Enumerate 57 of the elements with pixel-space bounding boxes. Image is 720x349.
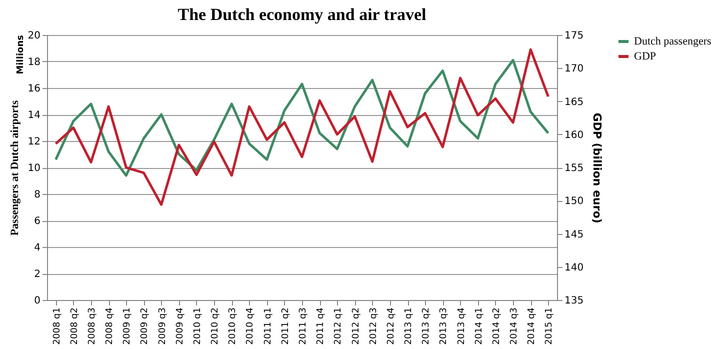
x-tick-label: 2010 q1 [192,308,203,345]
legend-label: Dutch passengers [634,36,712,48]
x-tick-label: 2009 q1 [122,308,133,345]
y2-axis-title: GDP (billion euro) [590,112,604,224]
y2-tick-label: 145 [564,229,584,240]
y2-tick-label: 140 [564,262,584,274]
x-tick-label: 2009 q4 [175,307,186,345]
x-tick-label: 2009 q3 [158,308,168,345]
y2-tick-label: 175 [564,30,584,42]
x-tick-label: 2012 q3 [368,308,379,345]
y-tick-label: 4 [34,242,40,254]
x-tick-label: 2012 q1 [334,308,344,345]
x-tick-label: 2015 q1 [544,308,555,345]
y-tick-label: 12 [28,136,40,148]
y-tick-label: 0 [34,296,40,306]
x-tick-label: 2008 q3 [87,308,98,345]
line-series [54,58,550,177]
x-tick-label: 2011 q4 [316,307,326,345]
text: Millions [16,35,26,74]
x-tick-label: 2008 q2 [70,308,80,345]
line-series [54,48,550,206]
x-tick-label: 2013 q2 [422,308,432,345]
y2-tick-label: 165 [564,96,584,108]
y2-tick-label: 150 [564,196,584,208]
x-tick-label: 2010 q3 [228,308,238,345]
y-tick-label: 16 [28,84,40,94]
x-tick-label: 2008 q1 [52,308,62,345]
x-tick-label: 2011 q3 [298,308,308,345]
y-axis-title: Passengers at Dutch airports [8,100,21,236]
x-tick-label: 2011 q1 [263,308,274,345]
x-tick-label: 2010 q4 [246,307,256,345]
y-tick-label: 14 [28,110,40,121]
y2-tick-label: 155 [564,163,584,174]
x-tick-label: 2014 q1 [474,308,484,345]
legend-label: GDP [634,50,656,62]
y-tick-label: 20 [28,30,40,42]
chart-title: The Dutch economy and air travel [178,5,427,24]
x-tick-label: 2009 q2 [140,308,150,345]
y-tick-label: 2 [34,269,40,280]
y-tick-label: 8 [34,190,40,200]
x-tick-label: 2014 q3 [510,308,520,345]
y-tick-label: 18 [28,57,40,68]
x-tick-label: 2014 q2 [492,308,502,345]
y2-tick-label: 170 [564,64,584,75]
x-tick-label: 2013 q3 [439,308,450,345]
y-tick-label: 6 [34,216,40,227]
x-tick-label: 2013 q4 [456,307,467,345]
x-tick-label: 2014 q4 [527,307,538,345]
x-tick-label: 2011 q2 [280,308,291,345]
y2-tick-label: 160 [564,130,584,141]
y2-tick-label: 135 [564,296,584,306]
x-tick-label: 2010 q2 [210,308,221,345]
x-tick-label: 2012 q2 [351,308,362,345]
y-tick-label: 10 [28,163,40,174]
x-tick-label: 2012 q4 [386,307,396,345]
x-tick-label: 2013 q1 [404,308,414,345]
x-tick-label: 2008 q4 [105,307,116,345]
